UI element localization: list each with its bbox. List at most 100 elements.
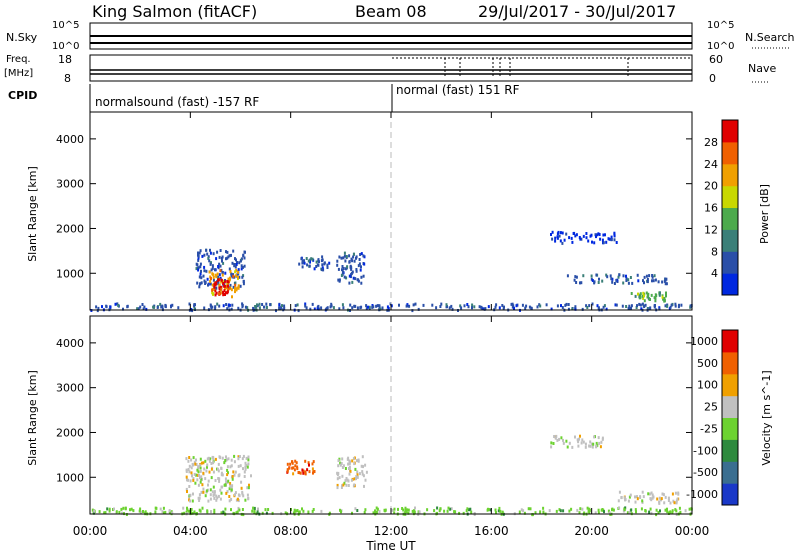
data-cell [498, 306, 501, 310]
data-cell [219, 249, 222, 252]
data-cell [213, 282, 216, 286]
data-cell [398, 303, 400, 307]
data-cell [305, 257, 308, 260]
data-cell [587, 509, 590, 513]
data-cell [212, 252, 215, 256]
data-cell [465, 509, 468, 513]
data-cell [417, 307, 420, 311]
data-cell [264, 508, 267, 512]
data-cell [265, 511, 268, 515]
data-cell [139, 510, 142, 514]
data-cell [233, 454, 236, 458]
data-cell [207, 256, 210, 260]
data-cell [302, 471, 305, 475]
data-cell [622, 274, 625, 278]
data-cell [336, 263, 339, 267]
data-cell [379, 307, 382, 311]
data-cell [351, 459, 354, 463]
data-cell [195, 458, 197, 462]
data-cell [349, 469, 352, 473]
data-cell [186, 490, 188, 493]
data-cell [684, 509, 687, 513]
data-cell [556, 304, 559, 308]
data-cell [97, 306, 100, 310]
data-cell [345, 276, 348, 280]
data-cell [661, 295, 664, 299]
data-cell [227, 277, 230, 281]
data-cell [205, 248, 208, 252]
colorbar-tick-label: 4 [711, 267, 718, 280]
data-cell [161, 510, 164, 514]
data-cell [556, 438, 559, 442]
data-cell [332, 306, 335, 310]
data-cell [239, 284, 242, 288]
data-cell [628, 495, 631, 499]
data-cell [623, 496, 626, 500]
data-cell [96, 309, 99, 313]
data-cell [645, 274, 648, 278]
velocity-scatter [91, 316, 693, 517]
data-cell [203, 269, 206, 273]
data-cell [237, 506, 240, 510]
colorbar-segment [722, 273, 738, 296]
data-cell [530, 307, 533, 311]
data-cell [636, 304, 638, 308]
data-cell [618, 273, 621, 277]
data-cell [365, 307, 368, 311]
data-cell [220, 485, 223, 489]
data-cell [649, 507, 652, 511]
data-cell [225, 285, 228, 289]
data-cell [561, 231, 564, 235]
data-cell [363, 511, 366, 514]
data-cell [196, 468, 199, 472]
colorbar-tick-label: 20 [704, 180, 718, 193]
data-cell [142, 307, 145, 311]
data-cell [615, 241, 618, 244]
data-cell [226, 468, 229, 472]
data-cell [194, 481, 197, 485]
data-cell [189, 499, 192, 503]
data-cell [301, 468, 304, 472]
data-cell [667, 499, 670, 502]
data-cell [611, 508, 613, 512]
data-cell [550, 307, 553, 311]
data-cell [594, 511, 597, 515]
data-cell [641, 294, 644, 298]
data-cell [145, 307, 148, 311]
data-cell [188, 302, 191, 306]
data-cell [438, 509, 441, 513]
data-cell [218, 479, 221, 483]
colorbar-tick-label: -1000 [686, 488, 718, 501]
data-cell [193, 472, 196, 476]
data-cell [574, 275, 577, 279]
data-cell [445, 303, 448, 307]
data-cell [247, 486, 250, 490]
data-cell [489, 508, 492, 512]
data-cell [237, 268, 240, 272]
data-cell [238, 455, 241, 458]
data-cell [235, 268, 238, 272]
data-cell [575, 275, 578, 279]
data-cell [226, 307, 229, 311]
data-cell [309, 260, 311, 264]
data-cell [550, 445, 553, 449]
colorbar-segment [722, 395, 738, 418]
data-cell [226, 473, 229, 477]
data-cell [629, 276, 632, 279]
data-cell [440, 302, 443, 306]
data-cell [659, 509, 661, 513]
data-cell [247, 497, 250, 501]
data-cell [108, 509, 111, 513]
data-cell [647, 492, 650, 496]
data-cell [271, 511, 274, 515]
nsky-tick-top: 10^5 [52, 20, 79, 31]
data-cell [303, 259, 305, 263]
data-cell [257, 507, 259, 511]
data-cell [299, 471, 302, 475]
data-cell [238, 473, 241, 477]
velocity-panel: 1000 2000 3000 4000 Slant Range [km] 1000 50… [26, 315, 773, 517]
data-cell [199, 457, 202, 461]
data-cell [618, 490, 621, 494]
data-cell [227, 288, 230, 292]
data-cell [446, 509, 449, 513]
